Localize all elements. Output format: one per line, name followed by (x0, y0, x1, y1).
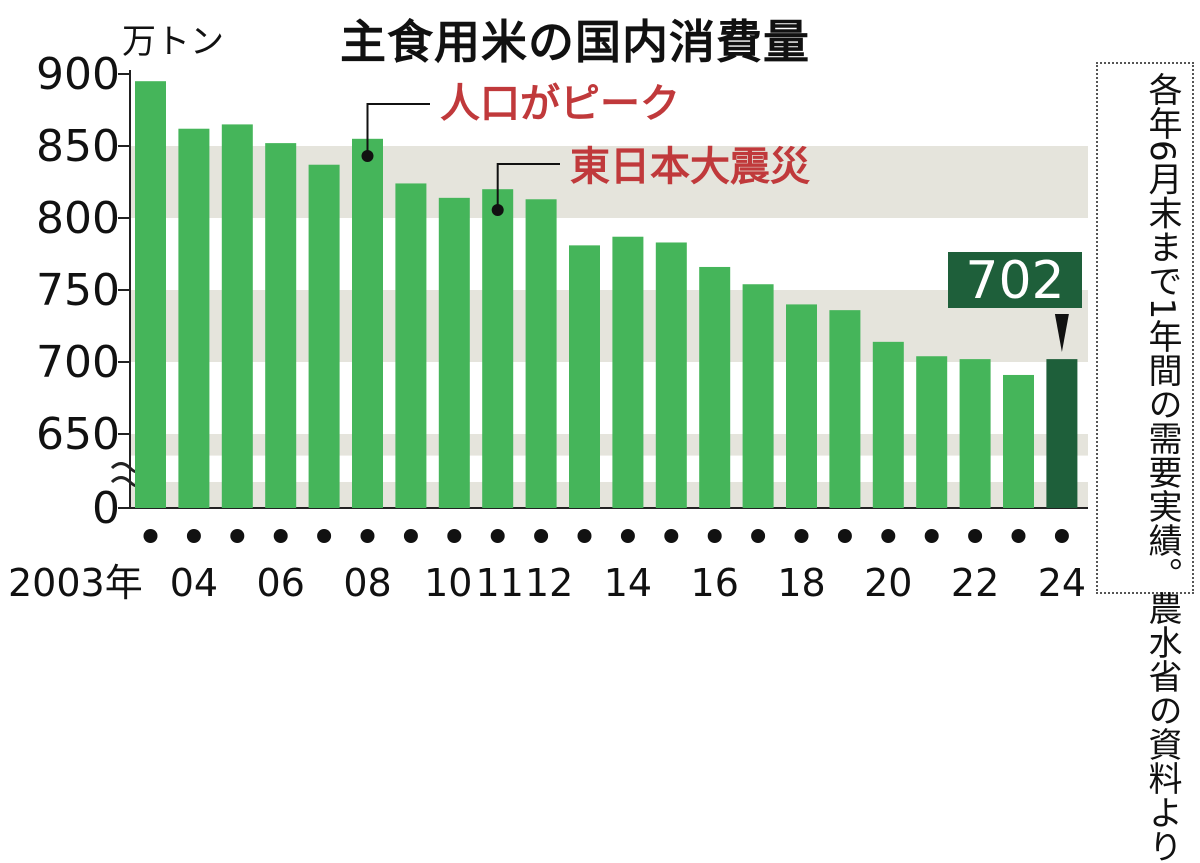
x-tick-label: 10 (424, 561, 472, 605)
year-dot (707, 529, 722, 543)
bar-2011 (482, 189, 514, 508)
year-dot (490, 529, 505, 543)
x-tick-label: 2003年 (8, 561, 143, 605)
x-tick-label: 22 (951, 561, 999, 605)
y-tick-label: 700 (36, 337, 120, 388)
bar-2023 (1003, 374, 1034, 508)
year-dot (968, 529, 983, 543)
bar-2020 (872, 341, 904, 508)
bar-2012 (525, 199, 557, 508)
x-tick-label: 16 (691, 561, 739, 605)
bar-2005 (221, 124, 253, 509)
y-tick-label: 850 (36, 121, 120, 172)
y-tick-label: 800 (36, 193, 120, 244)
year-dot (751, 529, 766, 543)
year-dot (447, 529, 462, 543)
bar-2017 (742, 284, 774, 508)
x-tick-label: 08 (343, 561, 391, 605)
x-tick-label: 06 (257, 561, 305, 605)
x-tick-label: 24 (1038, 561, 1086, 605)
x-tick-label: 04 (170, 561, 218, 605)
chart-area: 0 650 700 750 800 850 900 2003年 04 06 08 10 11 12 14 16… (8, 49, 1088, 605)
annotation-dot (361, 150, 374, 162)
bar-2004 (178, 128, 210, 508)
x-tick-label: 11 (476, 561, 524, 605)
bar-2018 (786, 304, 817, 508)
year-dot (534, 529, 549, 543)
year-dot (317, 529, 332, 543)
y-tick-label: 750 (36, 265, 120, 316)
year-dot (837, 529, 852, 543)
bar-2016 (699, 266, 731, 508)
y-tick-label: 0 (92, 483, 120, 534)
bar-2007 (308, 164, 340, 508)
bar-2014 (612, 236, 644, 508)
bar-2015 (655, 242, 687, 509)
year-dot (794, 529, 809, 543)
bar-2009 (395, 183, 427, 508)
y-tick-label: 900 (36, 49, 120, 100)
bar-2024 (1046, 359, 1078, 508)
annotation-label: 人口がピーク (440, 81, 680, 127)
highlight-label-box (948, 252, 1082, 308)
x-tick-label: 20 (864, 561, 912, 605)
annotation-leader (366, 103, 430, 156)
annotation-label: 東日本大震災 (570, 144, 810, 190)
annotation-dot (491, 204, 504, 216)
year-dot (1011, 529, 1026, 543)
bar-2006 (265, 143, 297, 508)
year-dot (403, 529, 418, 543)
bar-2010 (438, 197, 470, 508)
chart-title: 主食用米の国内消費量 (340, 15, 810, 69)
year-dot (360, 529, 375, 543)
unit-label: 万トン (122, 22, 224, 62)
x-tick-label: 14 (604, 561, 652, 605)
year-dot (273, 529, 288, 543)
x-tick-label: 18 (777, 561, 825, 605)
highlight-value-label: 702 (965, 251, 1064, 311)
bar-2021 (916, 356, 948, 508)
bar-2013 (569, 245, 600, 509)
x-tick-label: 12 (525, 561, 573, 605)
bar-2019 (829, 310, 861, 508)
year-dot (664, 529, 679, 543)
year-dot (577, 529, 592, 543)
highlight-pointer (1054, 314, 1069, 352)
year-dot (143, 529, 158, 543)
bar-2008 (352, 138, 383, 509)
year-dot (924, 529, 939, 543)
y-tick-label: 650 (36, 409, 120, 460)
year-dot (186, 529, 201, 543)
bar-2022 (959, 359, 991, 508)
annotation-leader (496, 163, 560, 210)
year-dot (230, 529, 245, 543)
year-dot (1054, 529, 1069, 543)
bar-2003 (135, 81, 166, 508)
year-dot (881, 529, 896, 543)
year-dot (620, 529, 635, 543)
